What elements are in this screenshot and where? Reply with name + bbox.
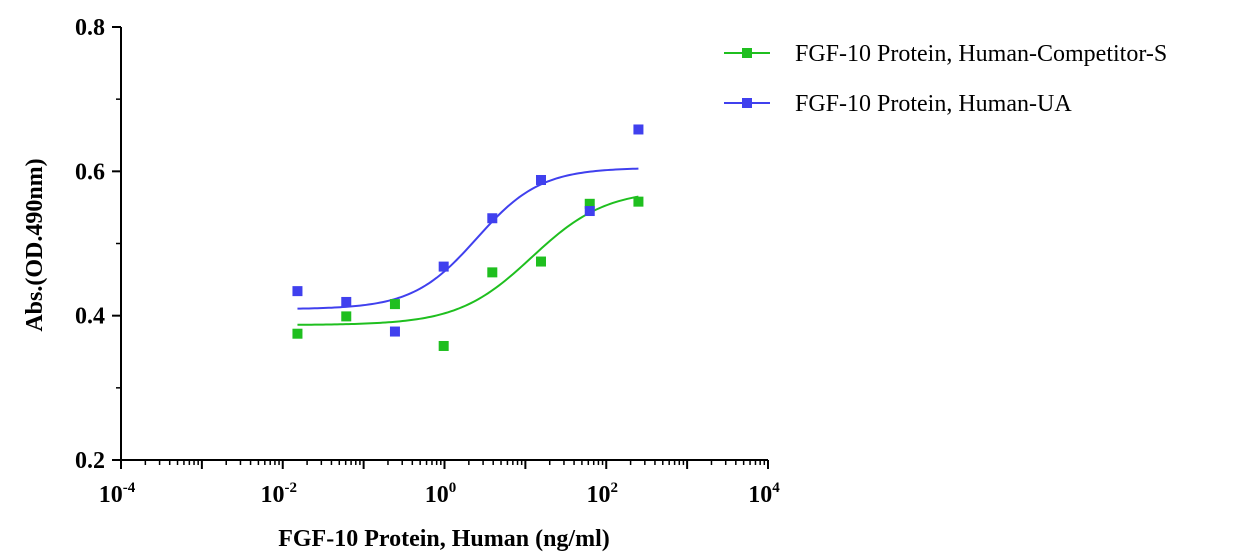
fit-curve-series-1 [297,167,639,310]
legend-label-ua: FGF-10 Protein, Human-UA [795,91,1072,117]
legend-marker-ua [742,98,752,108]
data-point-series-1 [535,174,546,185]
data-point-series-0 [535,256,546,267]
x-tick-label: 10-4 [99,480,136,508]
data-point-series-0 [584,198,595,209]
y-axis-title: Abs.(OD.490nm) [22,158,48,331]
y-tick-label: 0.8 [75,15,105,41]
data-point-series-1 [584,206,595,217]
data-point-series-0 [389,299,400,310]
data-point-series-0 [633,196,644,207]
fit-curves [297,167,639,326]
data-points [292,124,644,351]
data-point-series-0 [341,311,352,322]
data-point-series-1 [341,296,352,307]
legend: FGF-10 Protein, Human-Competitor-S FGF-1… [724,41,1167,117]
fit-curve-series-0 [297,195,639,326]
data-point-series-1 [438,261,449,272]
x-tick-label: 10-2 [261,480,298,508]
legend-marker-competitor [742,48,752,58]
y-tick-label: 0.4 [75,304,105,330]
legend-item-competitor: FGF-10 Protein, Human-Competitor-S [724,41,1167,67]
data-point-series-0 [292,328,303,339]
y-tick-label: 0.2 [75,448,105,474]
x-tick-label: 102 [587,480,619,508]
data-point-series-0 [438,340,449,351]
data-point-series-1 [292,286,303,297]
data-point-series-1 [389,326,400,337]
legend-label-competitor: FGF-10 Protein, Human-Competitor-S [795,41,1167,67]
data-point-series-0 [487,267,498,278]
y-tick-label: 0.6 [75,159,105,185]
x-tick-label: 104 [748,480,780,508]
data-point-series-1 [487,213,498,224]
data-point-series-1 [633,124,644,135]
axes: 10-4 10-2 100 102 104 0.2 0.4 0.6 0.8 [75,15,780,508]
legend-item-ua: FGF-10 Protein, Human-UA [724,91,1072,117]
x-axis-title: FGF-10 Protein, Human (ng/ml) [278,526,610,552]
x-tick-label: 100 [425,480,457,508]
